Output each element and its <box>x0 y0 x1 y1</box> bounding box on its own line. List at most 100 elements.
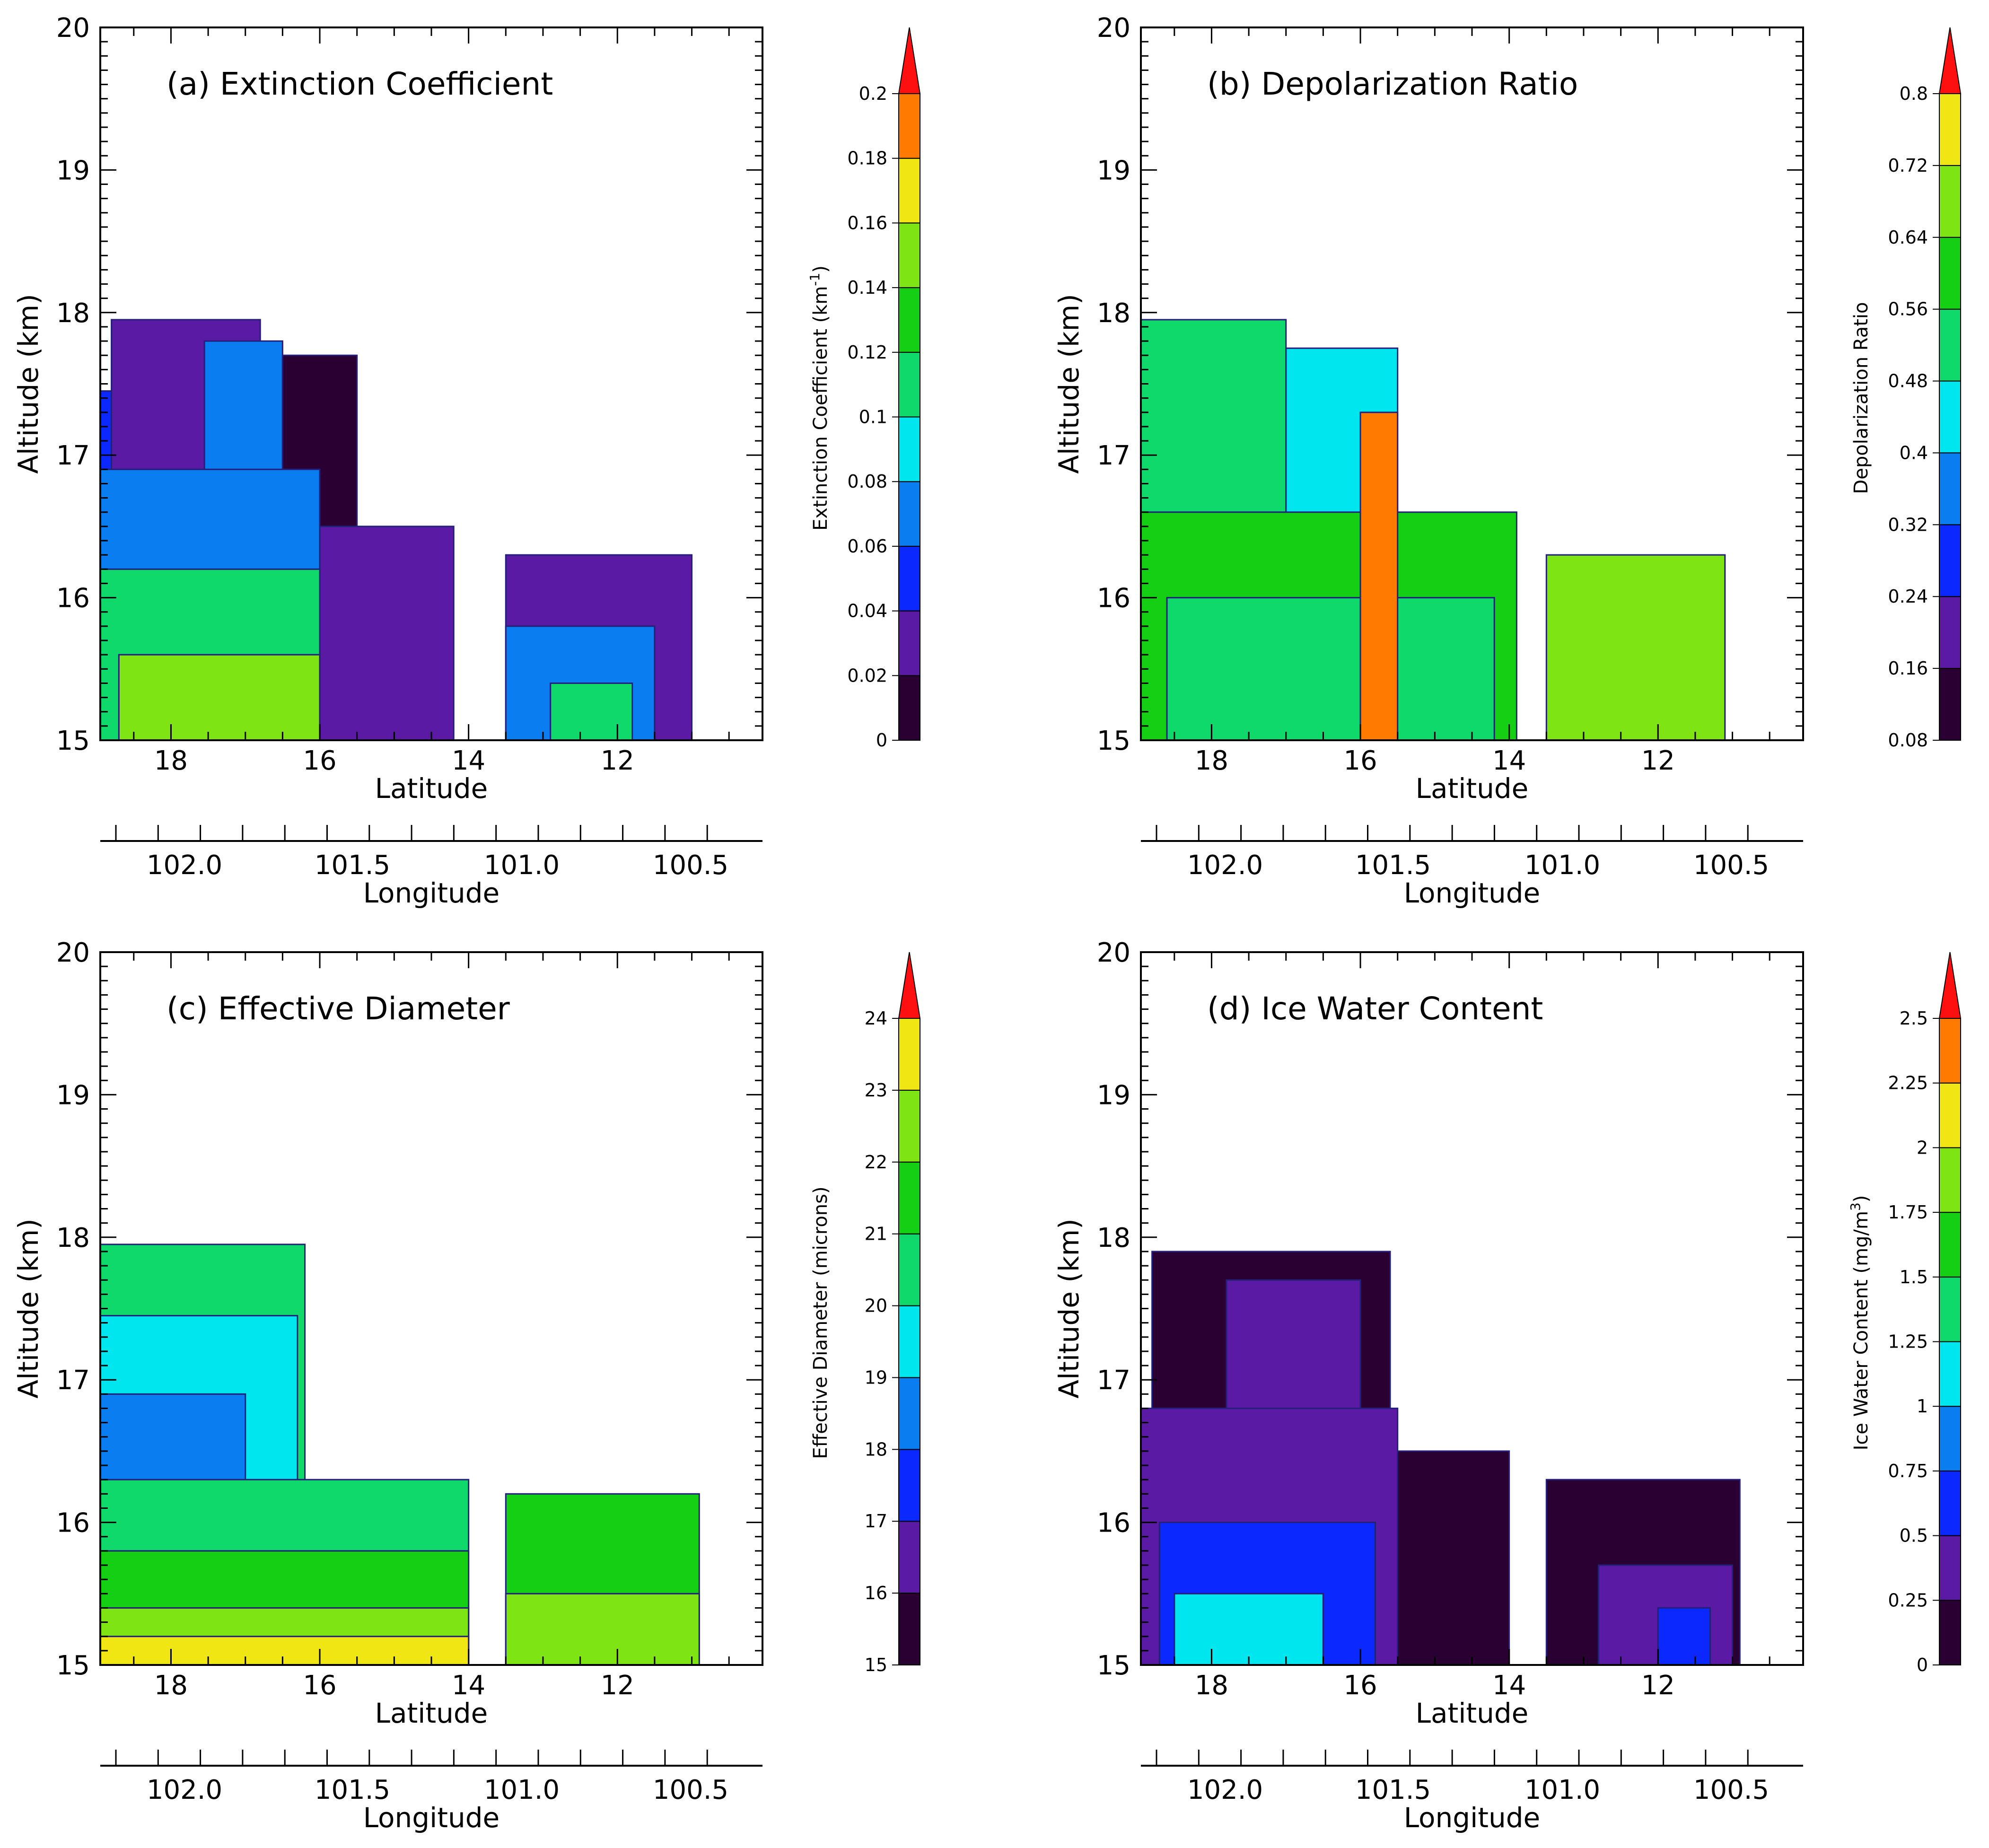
y-tick-label: 19 <box>1097 155 1130 186</box>
y-tick-label: 17 <box>56 440 90 471</box>
colorbar-tick-label: 0.25 <box>1888 1590 1928 1611</box>
colorbar-tick-label: 0.48 <box>1888 371 1928 392</box>
colorbar-segment <box>898 222 920 289</box>
colorbar-label-main: Effective Diameter (microns) <box>810 1186 832 1459</box>
longitude-tick-label: 100.5 <box>1693 850 1769 881</box>
colorbar-tick-label: 0.06 <box>847 536 887 557</box>
colorbar-segment <box>898 481 920 547</box>
x-axis: 18 16 14 12 Latitude <box>133 27 730 805</box>
colorbar-tick-label: 1.25 <box>1888 1331 1928 1352</box>
colorbar-segment <box>1939 1018 1961 1084</box>
y-axis-label: Altitude (km) <box>12 294 44 473</box>
colorbar-label-main: Depolarization Ratio <box>1850 302 1872 494</box>
longitude-tick-label: 101.5 <box>315 1775 390 1805</box>
colorbar-tick-label: 0.1 <box>859 407 887 428</box>
panel-title: (a) Extinction Coefficient <box>166 66 553 102</box>
x-tick-label: 16 <box>1343 745 1377 776</box>
colorbar-label: Effective Diameter (microns) <box>810 1186 832 1459</box>
longitude-tick-label: 101.5 <box>1355 1775 1431 1805</box>
y-axis: 15 16 17 18 19 20 Altitude (km) <box>1053 13 1803 756</box>
colorbar-segment <box>1939 1600 1961 1666</box>
longitude-tick-label: 101.0 <box>1525 1775 1600 1805</box>
colorbar-segment <box>898 610 920 676</box>
x-axis-label: Latitude <box>375 1697 488 1729</box>
data-field <box>1141 1251 1741 1665</box>
y-tick-label: 17 <box>1097 1365 1130 1396</box>
y-axis-label: Altitude (km) <box>1053 1218 1085 1398</box>
y-tick-label: 15 <box>1097 1650 1130 1681</box>
longitude-axis-label: Longitude <box>1404 877 1540 909</box>
colorbar-tick-label: 1 <box>1917 1396 1928 1417</box>
colorbar-segment <box>898 93 920 159</box>
colorbar-label-end: ) <box>1850 1195 1872 1203</box>
colorbar-tick-label: 20 <box>865 1296 887 1316</box>
y-tick-label: 16 <box>56 1508 90 1539</box>
longitude-tick-label: 101.5 <box>315 850 390 881</box>
longitude-axis-label: Longitude <box>363 1802 499 1834</box>
x-axis-label: Latitude <box>375 772 488 805</box>
colorbar-extend-arrow <box>898 27 921 94</box>
colorbar: 0.08 0.16 0.24 0.32 0.4 0.48 0.56 0.64 0.72 0.8 De… <box>1850 27 1962 751</box>
colorbar-tick-label: 21 <box>865 1224 887 1244</box>
x-tick-label: 18 <box>1195 745 1228 776</box>
colorbar-tick-label: 0.12 <box>847 342 887 363</box>
data-field <box>100 319 693 740</box>
x-axis-label: Latitude <box>1416 1697 1529 1729</box>
data-region <box>1657 1607 1711 1665</box>
y-tick-label: 20 <box>1097 937 1130 968</box>
x-tick-label: 12 <box>601 1670 634 1701</box>
x-tick-label: 14 <box>452 1670 485 1701</box>
data-region <box>1166 597 1495 740</box>
colorbar-segment <box>1939 308 1961 382</box>
colorbar-tick-label: 0.08 <box>1888 730 1928 751</box>
data-region <box>550 682 633 740</box>
colorbar-segment <box>1939 668 1961 741</box>
colorbar-tick-label: 0.56 <box>1888 299 1928 320</box>
colorbar-segment <box>1939 1082 1961 1148</box>
y-tick-label: 16 <box>1097 583 1130 614</box>
colorbar-segment <box>1939 380 1961 454</box>
data-field <box>100 1244 700 1665</box>
colorbar-segment <box>898 351 920 418</box>
colorbar-label-sup: 3 <box>1848 1202 1863 1211</box>
y-tick-label: 15 <box>56 1650 90 1681</box>
colorbar-tick-label: 0.4 <box>1900 442 1928 463</box>
data-region <box>505 1593 700 1665</box>
longitude-tick-label: 100.5 <box>653 1775 728 1805</box>
x-axis: 18 16 14 12 Latitude <box>1174 27 1770 805</box>
longitude-tick-label: 101.0 <box>484 1775 560 1805</box>
colorbar-segment <box>898 1593 920 1665</box>
colorbar-tick-label: 0.14 <box>847 277 887 298</box>
colorbar-segment <box>898 1521 920 1594</box>
colorbar-label: Ice Water Content (mg/m3) <box>1848 1195 1872 1451</box>
x-tick-label: 12 <box>1641 1670 1675 1701</box>
colorbar-tick-label: 0.8 <box>1900 83 1928 104</box>
colorbar-tick-label: 1.75 <box>1888 1202 1928 1223</box>
longitude-tick-label: 102.0 <box>147 1775 222 1805</box>
longitude-tick-label: 102.0 <box>147 850 222 881</box>
colorbar-segment <box>898 416 920 482</box>
x-axis: 18 16 14 12 Latitude <box>133 952 730 1729</box>
y-axis: 15 16 17 18 19 20 Altitude (km) <box>12 13 762 756</box>
y-tick-label: 18 <box>1097 298 1130 329</box>
y-axis: 15 16 17 18 19 20 Altitude (km) <box>1053 937 1803 1681</box>
panel-c: 15 16 17 18 19 20 Altitude (km) 18 16 14 12 Latitud… <box>12 937 921 1834</box>
x-tick-label: 14 <box>1492 1670 1526 1701</box>
y-tick-label: 19 <box>56 155 90 186</box>
colorbar-segment <box>898 158 920 224</box>
colorbar-tick-label: 0.08 <box>847 471 887 492</box>
colorbar-label: Depolarization Ratio <box>1850 302 1872 494</box>
longitude-tick-label: 100.5 <box>1693 1775 1769 1805</box>
colorbar-label: Extinction Coefficient (km-1) <box>807 265 832 531</box>
colorbar-tick-label: 0 <box>876 730 887 751</box>
y-axis-label: Altitude (km) <box>12 1218 44 1398</box>
panel-title: (d) Ice Water Content <box>1207 990 1543 1027</box>
x-tick-label: 18 <box>154 745 188 776</box>
colorbar: 15 16 17 18 19 20 21 22 23 24 Effective Diameter (… <box>810 952 921 1675</box>
colorbar-tick-label: 2.5 <box>1900 1008 1928 1029</box>
x-axis-label: Latitude <box>1416 772 1529 805</box>
colorbar-extend-arrow <box>1938 952 1962 1019</box>
colorbar-tick-label: 23 <box>865 1080 887 1101</box>
